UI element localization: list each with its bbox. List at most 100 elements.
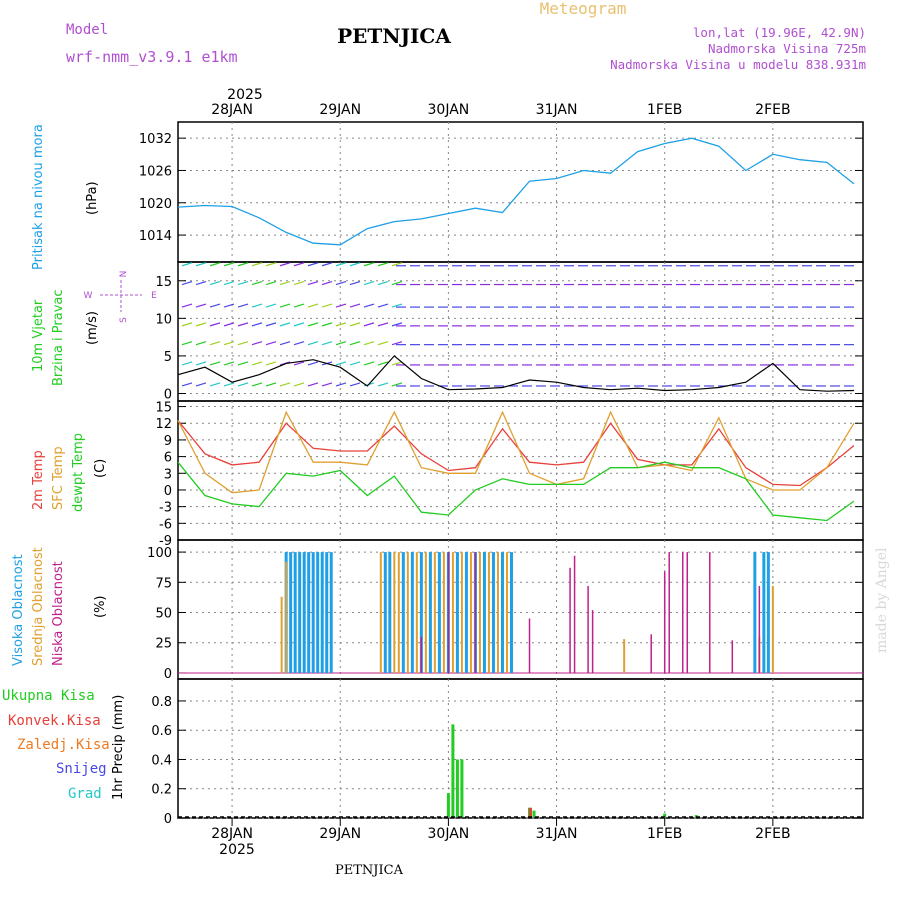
wind-arrow <box>195 341 207 346</box>
lonlat-text: lon,lat (19.96E, 42.9N) <box>693 25 866 40</box>
cloud-mid-bar <box>623 639 626 673</box>
cloud-mid-bar <box>478 552 481 673</box>
cloud-low-bar <box>758 585 761 673</box>
wind-arrow <box>335 341 347 346</box>
wind-arrow <box>391 322 403 327</box>
wind-arrow <box>377 280 389 286</box>
plot-layer: 1014102010261032051015-9-6-3036912150255… <box>139 102 864 842</box>
top-day-label: 2FEB <box>755 102 790 118</box>
cloud-low-bar <box>731 640 734 673</box>
precip-legend-total: Ukupna Kisa <box>2 688 95 704</box>
cloud-mid-bar <box>460 552 463 673</box>
wind-arrow <box>265 382 277 387</box>
cloud-high-bar <box>410 552 414 673</box>
wind-arrow <box>363 303 375 308</box>
wind-arrow <box>209 280 221 286</box>
wind-arrow <box>279 262 291 267</box>
wind-arrow <box>251 361 263 366</box>
wind-arrow <box>223 341 235 346</box>
wind-arrow <box>293 262 305 267</box>
wind-arrow <box>237 382 249 387</box>
wind-arrow <box>223 361 235 366</box>
precip-total-bar <box>451 724 455 817</box>
cloud-high-bar <box>491 552 495 673</box>
cloud-low-bar <box>663 571 666 673</box>
wind-arrow <box>335 280 347 286</box>
wind-arrow <box>307 361 319 366</box>
cloud-label-mid: Srednja Oblacnost <box>31 547 46 666</box>
wind-arrow <box>321 322 333 327</box>
cloud-high-bar <box>311 552 315 673</box>
temp-unit: (C) <box>93 459 108 478</box>
precip-unit: 1hr Precip (mm) <box>111 695 126 800</box>
top-day-label: 31JAN <box>536 102 578 118</box>
cloud-label-low: Niska Oblacnost <box>51 561 66 666</box>
precip-legend-freezing: Zaledj.Kisa <box>17 737 110 753</box>
cloud-high-bar <box>419 552 423 673</box>
cloud-mid-bar <box>393 552 396 673</box>
wind-arrow <box>251 322 263 327</box>
station-title: PETNJICA <box>337 24 451 48</box>
wind-arrow <box>293 361 305 366</box>
precipitation-frame <box>177 678 864 819</box>
precip-total-bar <box>460 759 464 817</box>
wind-arrow <box>391 361 403 366</box>
top-day-label: 29JAN <box>319 102 361 118</box>
bottom-day-label: 28JAN <box>211 826 253 842</box>
wind-arrow <box>349 341 361 346</box>
wind-arrow <box>251 280 263 286</box>
cloud-high-bar <box>428 552 432 673</box>
temp-sfc-line <box>177 410 855 494</box>
temperature-ytick-label: 15 <box>155 401 172 416</box>
temperature-ytick-label: 3 <box>164 467 172 482</box>
wind-arrow <box>349 303 361 308</box>
wind-arrow <box>349 280 361 286</box>
wind-arrow <box>195 382 207 387</box>
wind-label-2: Brzina i Pravac <box>51 289 66 386</box>
temperature-ytick-label: -6 <box>159 517 172 532</box>
wind-arrow <box>223 262 235 267</box>
temp-dewpoint-line <box>177 461 855 522</box>
wind-ytick-label: 15 <box>155 275 172 290</box>
wind-arrow <box>391 303 403 308</box>
precip-total-bar <box>455 759 459 817</box>
wind-arrow <box>335 361 347 366</box>
wind-arrow <box>321 303 333 308</box>
wind-arrow <box>293 303 305 308</box>
precip-total-bar <box>532 810 536 817</box>
wind-arrow <box>377 341 389 346</box>
wind-arrow <box>223 280 235 286</box>
cloud-mid-bar <box>505 552 508 673</box>
cloud-high-bar <box>320 552 324 673</box>
cloud-high-bar <box>509 552 513 673</box>
cloud-low-bar <box>587 585 589 673</box>
cloud-high-bar <box>325 552 329 673</box>
precipitation-ytick-label: 0 <box>164 812 172 827</box>
cloud-high-bar <box>753 552 757 673</box>
model-name: wrf-nmm_v3.9.1 e1km <box>66 48 238 66</box>
watermark: made by Angel <box>874 547 890 653</box>
cloud-high-bar <box>482 552 486 673</box>
cloud-mid-bar <box>280 596 283 673</box>
wind-arrow <box>391 262 403 267</box>
wind-arrow <box>307 303 319 308</box>
wind-label: 10m Vjetar <box>31 299 46 372</box>
temp-label-sfc: SFC Temp <box>51 446 66 510</box>
wind-arrow <box>209 382 221 387</box>
cloud-label-high: Visoka Oblacnost <box>11 554 26 666</box>
wind-arrow <box>195 262 207 267</box>
wind-arrow <box>181 262 193 267</box>
wind-ytick-label: 10 <box>155 312 172 327</box>
footer-station: PETNJICA <box>335 863 404 878</box>
wind-arrow <box>321 382 333 387</box>
wind-arrow <box>265 361 277 366</box>
precip-legend-snow: Snijeg <box>56 761 107 777</box>
model-label: Model <box>66 22 108 38</box>
wind-arrow <box>307 341 319 346</box>
wind-arrow <box>363 262 375 267</box>
bottom-year: 2025 <box>219 842 255 858</box>
cloud-low-bar <box>686 552 688 673</box>
cloud-high-bar <box>762 552 766 673</box>
wind-arrow <box>181 280 193 286</box>
cloud-low-bar <box>650 634 652 673</box>
